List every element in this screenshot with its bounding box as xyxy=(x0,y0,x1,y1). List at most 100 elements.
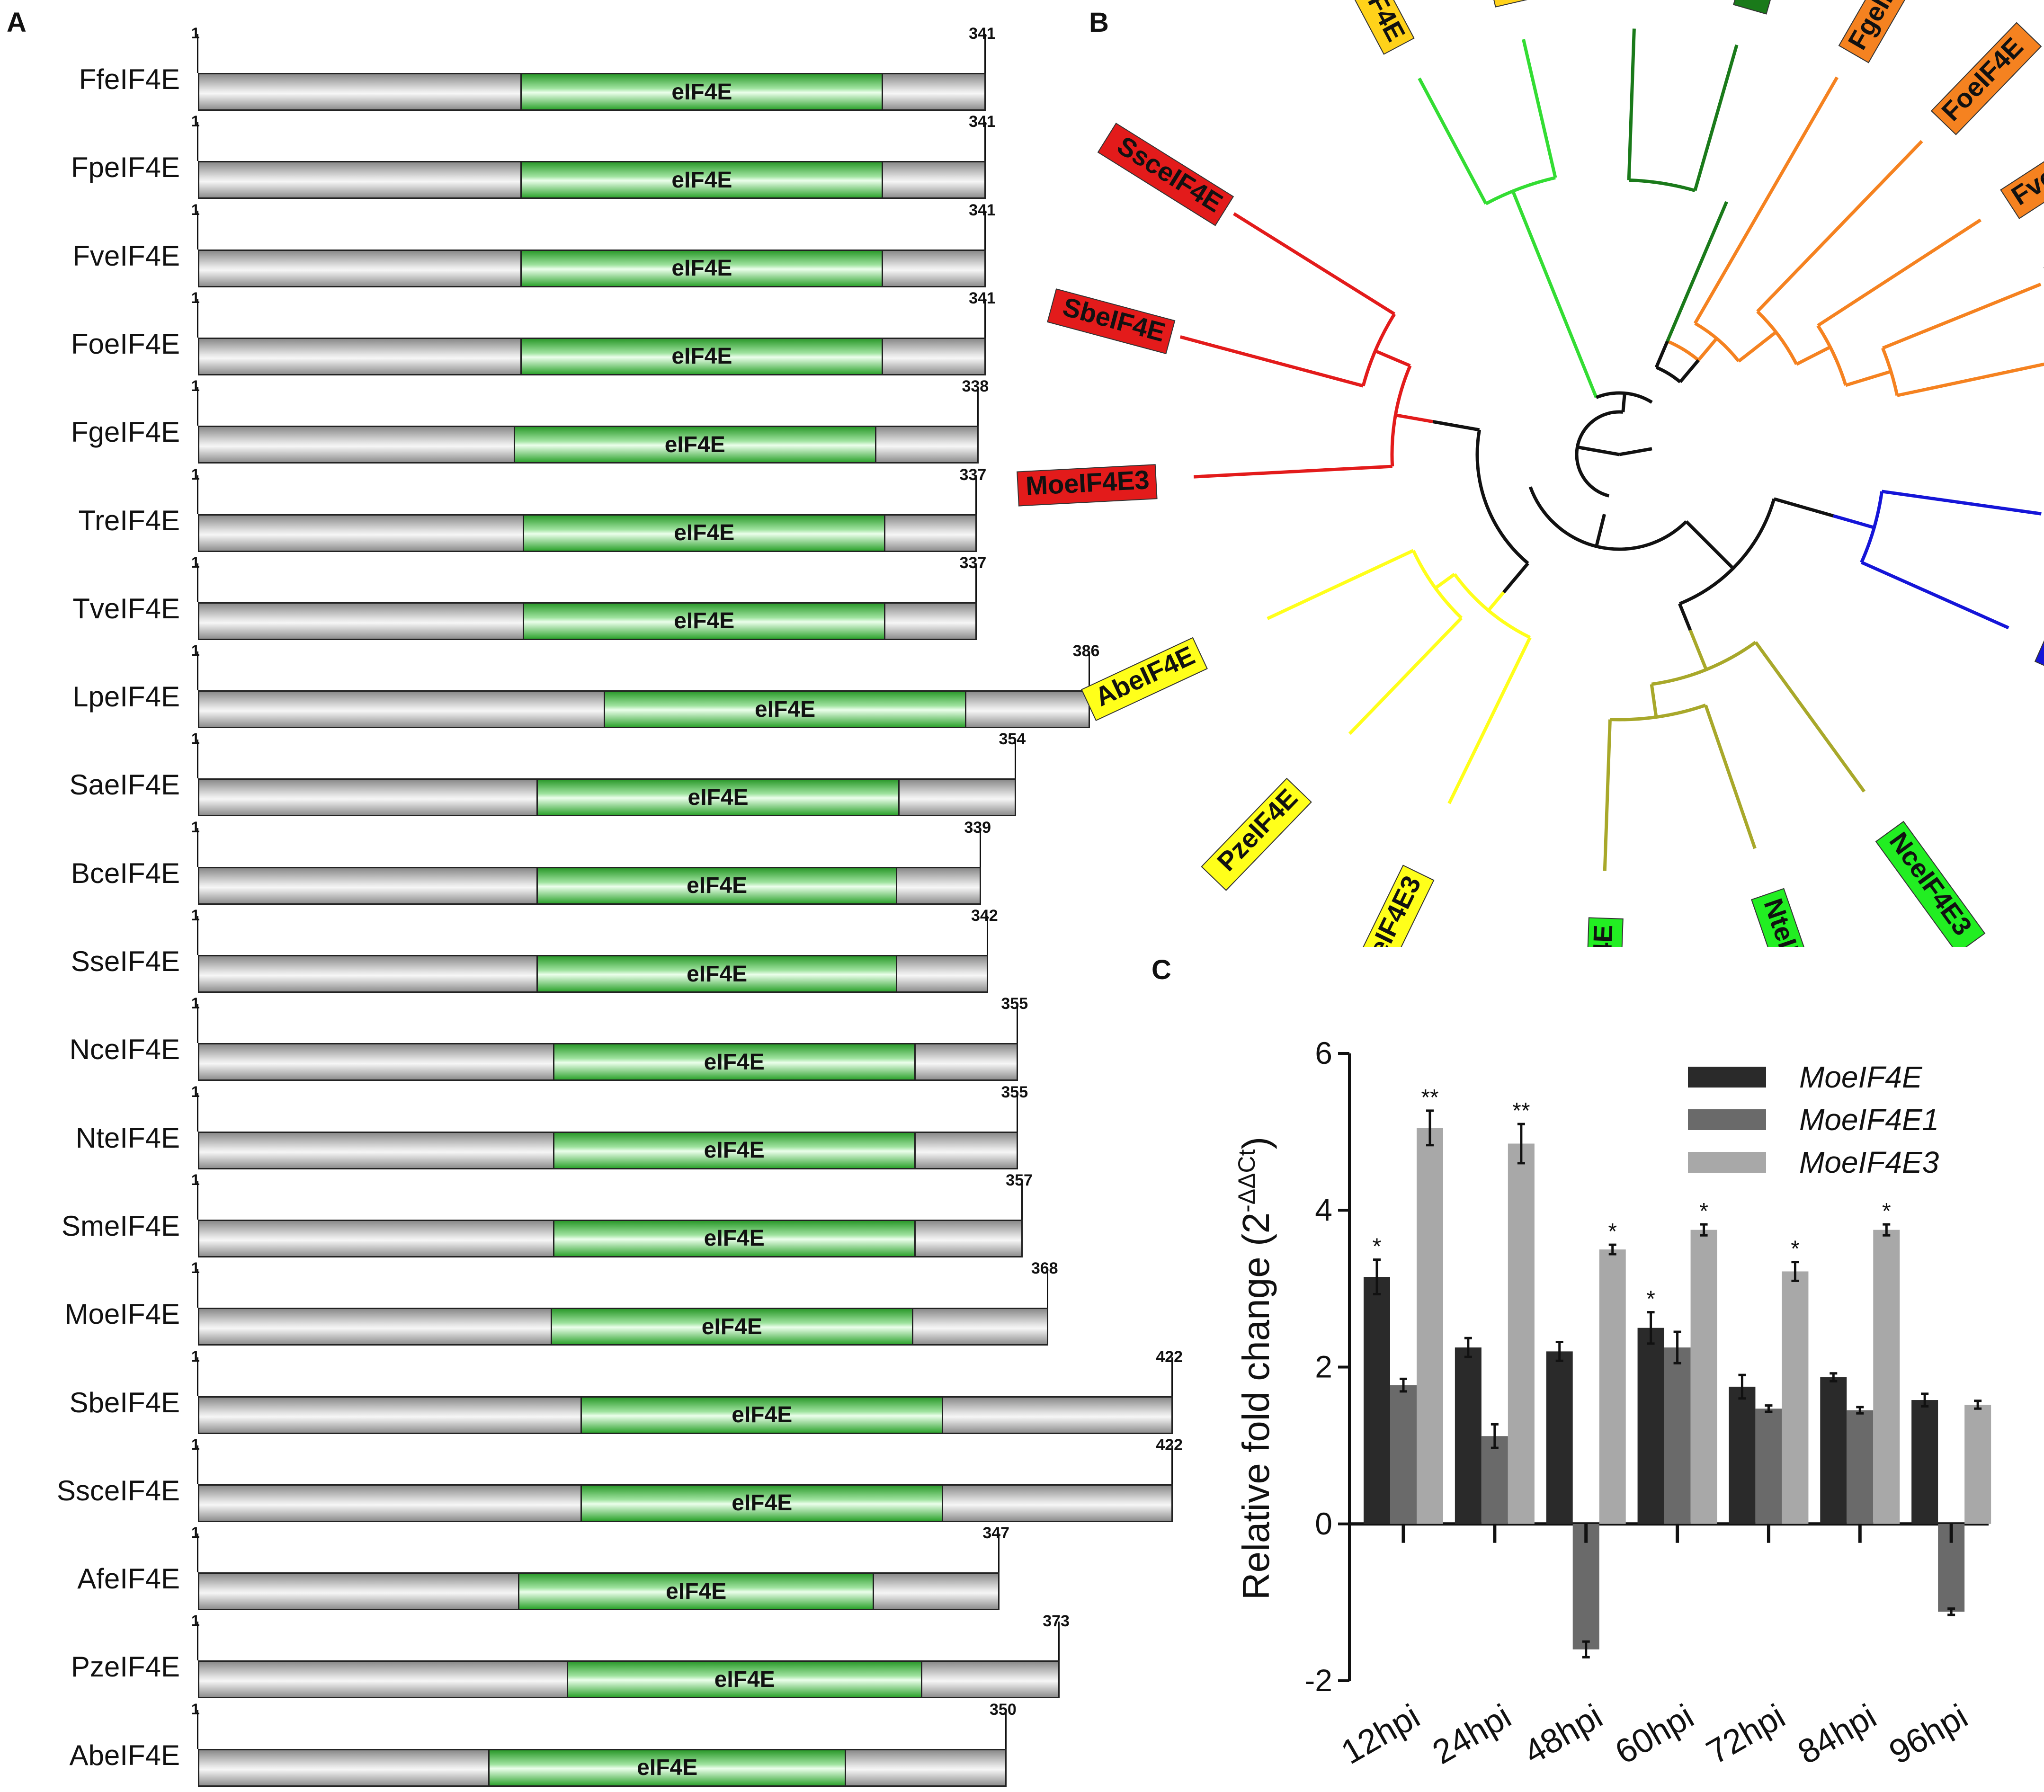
protein-row: LpeIF4E 1 eIF4E 386 xyxy=(0,641,1184,729)
tree-leaf-box xyxy=(2034,629,2044,712)
significance-mark: ** xyxy=(1421,1085,1438,1110)
panel-a-letter: A xyxy=(7,7,27,38)
significance-mark: * xyxy=(1699,1199,1708,1224)
start-position-label: 1 xyxy=(191,553,200,571)
start-tick xyxy=(197,1269,198,1308)
start-position-label: 1 xyxy=(191,201,200,218)
legend-swatch xyxy=(1688,1067,1766,1088)
protein-bar: eIF4E xyxy=(198,1748,1007,1787)
y-tick-label: -2 xyxy=(1304,1663,1332,1698)
tree-leaf-label: MoeIF4E3 xyxy=(1017,464,1158,507)
tree-leaf-label: NceIF4E3 xyxy=(1875,820,1986,947)
start-position-label: 1 xyxy=(191,642,200,660)
y-tick-label: 2 xyxy=(1315,1349,1332,1384)
bar-MoeIF4E xyxy=(1820,1377,1847,1524)
tree-branch xyxy=(1348,616,1463,735)
end-position-label: 339 xyxy=(964,818,991,837)
tree-arc xyxy=(1860,491,1884,563)
protein-row: PzeIF4E 1 eIF4E 373 xyxy=(0,1611,1184,1699)
end-tick xyxy=(984,122,986,161)
significance-mark: * xyxy=(1646,1287,1655,1312)
tree-branch xyxy=(1754,641,1866,793)
tree-arc xyxy=(1881,347,1899,396)
protein-row: NceIF4E 1 eIF4E 355 xyxy=(0,994,1184,1082)
protein-row: AfeIF4E 1 eIF4E 347 xyxy=(0,1523,1184,1611)
bar-MoeIF4E1 xyxy=(1847,1410,1874,1524)
protein-row: NteIF4E 1 eIF4E 355 xyxy=(0,1082,1184,1170)
tree-branch xyxy=(1233,212,1395,316)
start-tick xyxy=(197,1357,198,1396)
protein-bar: eIF4E xyxy=(198,1131,1018,1169)
protein-name: AfeIF4E xyxy=(77,1563,180,1595)
tree-arc xyxy=(1694,321,1740,363)
protein-name: LpeIF4E xyxy=(72,681,180,713)
protein-bar: eIF4E xyxy=(198,426,979,464)
end-position-label: 354 xyxy=(999,730,1026,749)
start-tick xyxy=(197,828,198,867)
protein-bar: eIF4E xyxy=(198,514,977,552)
tree-leaf-box xyxy=(1201,777,1312,891)
significance-mark: ** xyxy=(1512,1098,1530,1123)
start-position-label: 1 xyxy=(191,1259,200,1277)
tree-leaf-label: SsceIF4E xyxy=(1097,123,1234,226)
end-position-label: 350 xyxy=(990,1700,1017,1719)
bar-MoeIF4E3 xyxy=(1873,1230,1900,1524)
start-position-label: 1 xyxy=(191,1700,200,1718)
tree-branch xyxy=(1685,520,1734,570)
tree-branch xyxy=(1688,629,1708,670)
bar-MoeIF4E3 xyxy=(1690,1230,1717,1524)
significance-mark: * xyxy=(1791,1237,1800,1262)
tree-leaf-text: FgeIF4E xyxy=(1842,0,1919,54)
eif4e-domain: eIF4E xyxy=(553,1219,916,1257)
protein-bar: eIF4E xyxy=(198,1308,1048,1346)
y-tick-label: 6 xyxy=(1315,1035,1332,1070)
significance-mark: * xyxy=(1373,1234,1382,1259)
tree-leaf-label: AbeIF4E xyxy=(1081,637,1208,722)
end-position-label: 342 xyxy=(971,907,998,925)
start-tick xyxy=(197,1533,198,1573)
protein-name: FpeIF4E xyxy=(71,152,180,184)
tree-branch xyxy=(1487,591,1505,612)
start-tick xyxy=(197,34,198,73)
start-position-label: 1 xyxy=(191,818,200,836)
bar-MoeIF4E1 xyxy=(1664,1347,1691,1524)
tree-branch xyxy=(1773,497,1834,517)
tree-branch xyxy=(1577,445,1620,456)
tree-branch xyxy=(1678,603,1692,631)
bar-MoeIF4E1 xyxy=(1390,1385,1417,1524)
protein-row: TveIF4E 1 eIF4E 337 xyxy=(0,553,1184,641)
tree-leaf-label: PzeIF4E xyxy=(1201,777,1312,891)
tree-leaf-label: SseIF4E xyxy=(2034,629,2044,712)
tree-leaf-label: FveIF4E xyxy=(2000,122,2044,219)
eif4e-domain: eIF4E xyxy=(513,426,876,464)
protein-row: MoeIF4E 1 eIF4E 368 xyxy=(0,1258,1184,1346)
end-tick xyxy=(1058,1622,1060,1661)
tree-leaf-box xyxy=(1017,464,1158,507)
start-tick xyxy=(197,122,198,161)
protein-name: SsceIF4E xyxy=(56,1474,180,1507)
start-position-label: 1 xyxy=(191,113,200,130)
start-position-label: 1 xyxy=(191,730,200,748)
end-tick xyxy=(1088,651,1090,691)
protein-row: SaeIF4E 1 eIF4E 354 xyxy=(0,729,1184,817)
tree-leaf-text: SsceIF4E xyxy=(1112,130,1228,218)
start-position-label: 1 xyxy=(191,995,200,1012)
tree-branch xyxy=(1395,413,1433,423)
tree-leaf-box xyxy=(1097,123,1234,226)
protein-bar: eIF4E xyxy=(198,249,986,287)
panel-b-phylogenetic-tree: FpeIF4EFfeIF4EFveIF4EFoeIF4EFgeIF4ETveIF… xyxy=(1017,0,2044,947)
tree-branch xyxy=(1678,359,1700,383)
start-position-label: 1 xyxy=(191,1083,200,1100)
tree-branch xyxy=(1693,76,1839,324)
protein-bar: eIF4E xyxy=(198,778,1016,817)
start-tick xyxy=(197,210,198,250)
x-tick-label: 48hpi xyxy=(1517,1697,1609,1772)
end-position-label: 338 xyxy=(962,377,989,396)
protein-name: TveIF4E xyxy=(72,592,180,624)
protein-bar: eIF4E xyxy=(198,337,986,375)
tree-branch xyxy=(1522,39,1557,178)
tree-arc xyxy=(1485,176,1556,205)
end-position-label: 355 xyxy=(1001,995,1028,1013)
start-tick xyxy=(197,1180,198,1220)
x-tick-label: 24hpi xyxy=(1426,1697,1517,1772)
